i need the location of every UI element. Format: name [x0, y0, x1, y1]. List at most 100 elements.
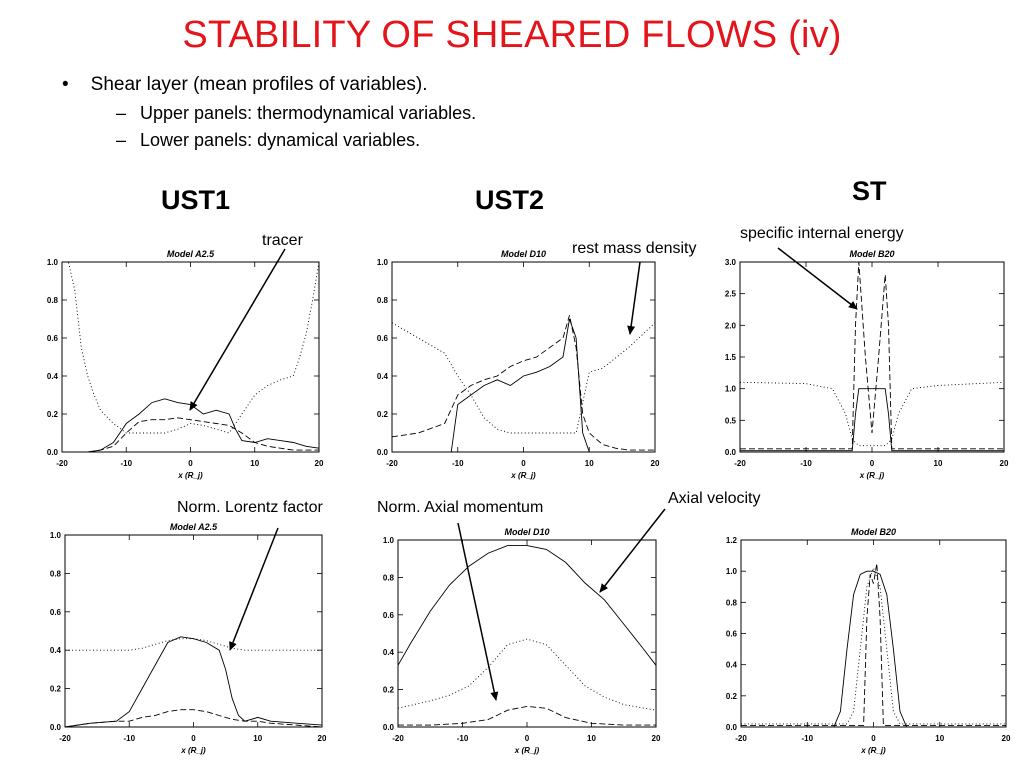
y-tick-label: 0.4 [383, 648, 395, 657]
x-tick-label: 20 [315, 459, 324, 468]
x-tick-label: -10 [452, 459, 464, 468]
y-tick-label: 0.2 [47, 410, 59, 419]
chart-panel: Model A2.5 -20 -10 0 10 20 0.0 0.2 0.4 0.6 0.8 1.0 x… [50, 522, 327, 755]
annotation-norm-lorentz-factor: Norm. Lorentz factor [177, 499, 323, 516]
arrow-rest-mass-density [627, 261, 641, 335]
series-line [398, 705, 656, 726]
x-tick-label: 0 [188, 459, 193, 468]
bullet-item: • Shear layer (mean profiles of variables… [62, 74, 428, 96]
series-line [62, 398, 320, 453]
x-tick-label: -10 [123, 734, 135, 743]
y-tick-label: 0.8 [383, 573, 395, 582]
plot-frame [64, 534, 323, 728]
x-tick-label: 10 [935, 734, 944, 743]
y-tick-label: 0.6 [50, 608, 62, 617]
x-tick-label: 0 [870, 459, 875, 468]
sub-bullet-text: Upper panels: thermodynamical variables. [140, 103, 477, 123]
plot-frame [740, 539, 1007, 728]
series-line [392, 318, 655, 453]
annotation-tracer: tracer [262, 232, 303, 249]
arrow-specific-internal-energy [777, 247, 858, 310]
y-tick-label: 0.6 [726, 630, 738, 639]
y-tick-label: 0.8 [726, 598, 738, 607]
y-tick-label: 0.0 [47, 448, 59, 457]
y-tick-label: 0.2 [377, 410, 389, 419]
series-line [741, 563, 1006, 726]
dash-glyph: – [116, 103, 127, 123]
x-tick-label: -10 [800, 459, 812, 468]
x-tick-label: 10 [585, 459, 594, 468]
x-tick-label: 0 [871, 734, 876, 743]
x-axis-label: x (R_j) [510, 471, 536, 480]
arrow-norm-axial-momentum [457, 522, 499, 701]
bullet-dot: • [62, 74, 69, 95]
plot-frame [391, 261, 656, 453]
x-tick-label: -20 [734, 459, 746, 468]
panel-title: Model D10 [501, 249, 546, 259]
y-tick-label: 1.2 [726, 536, 738, 545]
series-line [397, 545, 657, 666]
series-line [62, 417, 319, 453]
sub-bullet-text: Lower panels: dynamical variables. [140, 130, 421, 150]
series-line [739, 381, 1005, 447]
y-tick-label: 0.2 [383, 686, 395, 695]
x-tick-label: -10 [120, 459, 132, 468]
series-line [740, 388, 1004, 452]
y-tick-label: 0.4 [47, 372, 59, 381]
x-tick-label: -20 [56, 459, 68, 468]
plot-frame [739, 261, 1005, 453]
annotation-norm-axial-momentum: Norm. Axial momentum [377, 499, 544, 516]
column-heading-st: ST [852, 176, 887, 206]
series-line [391, 322, 656, 434]
panel-title: Model A2.5 [170, 522, 218, 532]
series-line [62, 261, 320, 434]
bullet-text: Shear layer (mean profiles of variables)… [90, 74, 428, 95]
y-tick-label: 0.8 [47, 296, 59, 305]
y-tick-label: 0.8 [50, 569, 62, 578]
x-axis-label: x (R_j) [177, 471, 203, 480]
x-tick-label: 20 [652, 734, 661, 743]
x-tick-label: 0 [191, 734, 196, 743]
annotation-axial-velocity: Axial velocity [668, 490, 761, 507]
y-tick-label: 1.0 [725, 385, 737, 394]
x-tick-label: -20 [386, 459, 398, 468]
sub-bullet-upper: – Upper panels: thermodynamical variables… [116, 103, 476, 124]
arrow-tracer [189, 248, 286, 411]
y-tick-label: 0.8 [377, 296, 389, 305]
x-tick-label: 20 [651, 459, 660, 468]
x-tick-label: -10 [801, 734, 813, 743]
y-tick-label: 1.0 [50, 531, 62, 540]
slide-title: STABILITY OF SHEARED FLOWS (iv) [182, 14, 842, 56]
column-heading-ust1: UST1 [161, 185, 231, 215]
y-tick-label: 0.0 [50, 723, 62, 732]
panel-title: Model B20 [851, 527, 896, 537]
y-tick-label: 0.0 [383, 723, 395, 732]
y-tick-label: 0.4 [726, 661, 738, 670]
y-tick-label: 0.0 [725, 448, 737, 457]
panel-title: Model A2.5 [167, 249, 215, 259]
chart-panel: Model D10 -20 -10 0 10 20 0.0 0.2 0.4 0.6 0.8 1.0 x … [377, 249, 660, 480]
dash-glyph: – [116, 130, 127, 150]
x-tick-label: 10 [253, 734, 262, 743]
panel-title: Model B20 [849, 249, 894, 259]
x-tick-label: 10 [250, 459, 259, 468]
y-tick-label: 0.4 [50, 646, 62, 655]
annotation-specific-internal-energy: specific internal energy [740, 225, 904, 242]
x-tick-label: 20 [1002, 734, 1011, 743]
sub-bullet-lower: – Lower panels: dynamical variables. [116, 130, 420, 151]
column-heading-ust2: UST2 [475, 185, 545, 215]
series-line [64, 709, 323, 728]
y-tick-label: 1.0 [726, 567, 738, 576]
arrow-axial-velocity [599, 508, 666, 593]
chart-panel: Model A2.5 -20 -10 0 10 20 0.0 0.2 0.4 0.6 0.8 1.0 x… [47, 249, 324, 480]
x-tick-label: 10 [587, 734, 596, 743]
series-line [65, 638, 322, 651]
series-line [64, 636, 323, 728]
x-tick-label: -10 [457, 734, 469, 743]
arrow-norm-lorentz-factor [229, 527, 279, 651]
chart-panel: Model D10 -20 -10 0 10 20 0.0 0.2 0.4 0.6 0.8 1.0 x … [383, 527, 661, 755]
panel-title: Model D10 [504, 527, 549, 537]
y-tick-label: 1.0 [383, 536, 395, 545]
series-line [397, 638, 657, 711]
